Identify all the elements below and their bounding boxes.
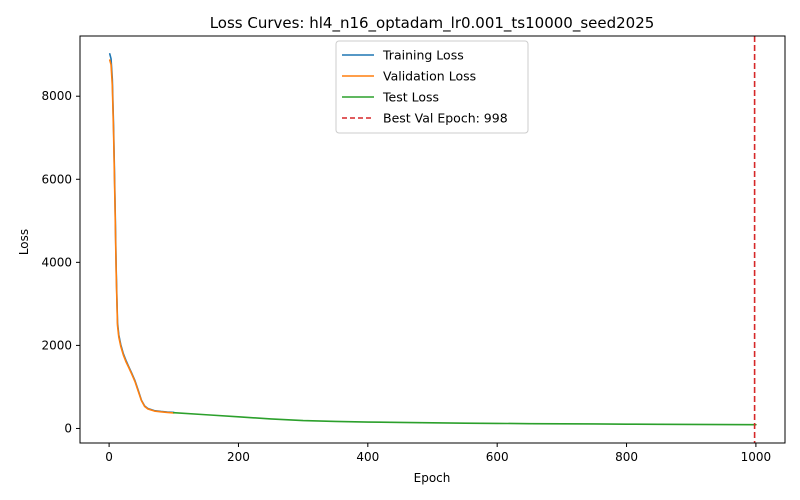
series-line-validation-loss [108,59,175,414]
x-axis-label: Epoch [414,471,451,485]
legend-label-test-loss: Test Loss [382,90,439,105]
legend-label-validation-loss: Validation Loss [383,69,476,84]
legend-label-training-loss: Training Loss [382,48,464,63]
x-tick-label: 600 [486,450,509,464]
y-tick-label: 8000 [41,89,72,103]
y-axis-ticks: 0 2000 4000 6000 8000 [41,89,80,435]
y-tick-label: 0 [64,421,72,435]
x-axis-ticks: 0 200 400 600 800 1000 [105,443,771,464]
legend-label-best-val-epoch-998: Best Val Epoch: 998 [383,111,508,126]
x-tick-label: 800 [615,450,638,464]
y-axis-label: Loss [17,229,31,255]
y-tick-label: 6000 [41,172,72,186]
x-tick-label: 1000 [741,450,772,464]
x-tick-label: 0 [105,450,113,464]
series-line-test-loss [172,411,757,426]
chart-title: Loss Curves: hl4_n16_optadam_lr0.001_ts1… [210,14,655,33]
series-lines [108,36,757,443]
y-tick-label: 2000 [41,338,72,352]
legend-frame [335,40,529,134]
y-tick-label: 4000 [41,255,72,269]
axes-frame [79,35,786,444]
x-tick-label: 400 [356,450,379,464]
plot-area [79,35,786,444]
legend: Training Loss Validation Loss Test Loss Bes… [335,40,529,134]
x-tick-label: 200 [227,450,250,464]
